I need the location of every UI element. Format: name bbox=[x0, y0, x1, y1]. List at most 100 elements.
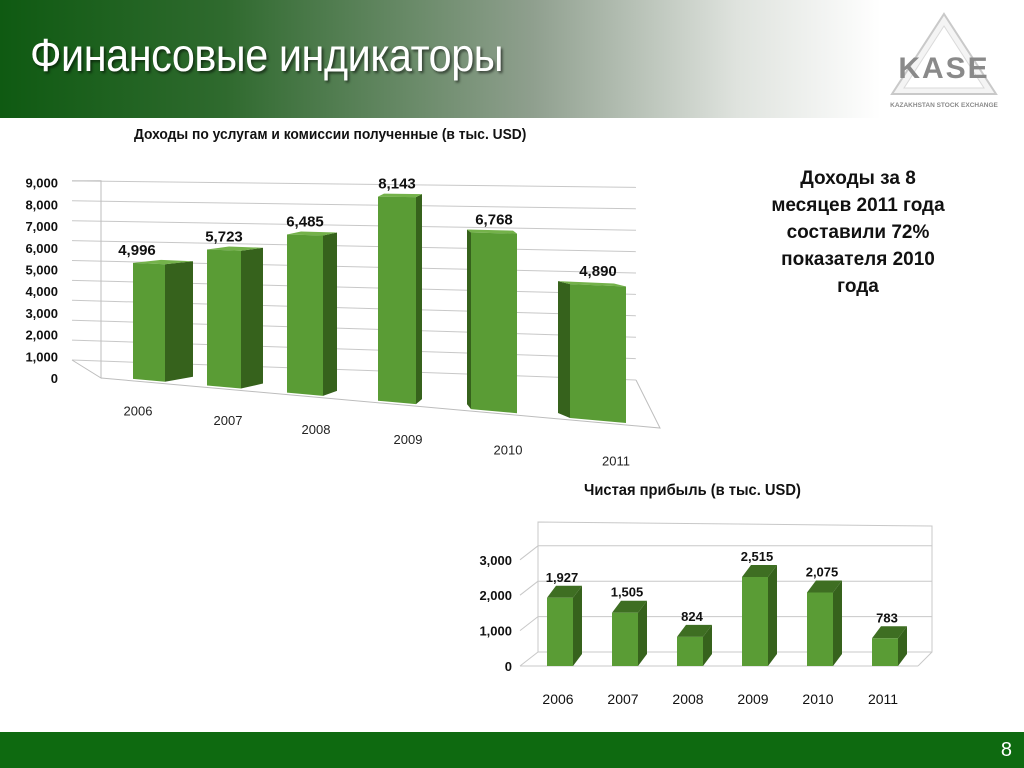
chart2-y-tick: 2,000 bbox=[479, 588, 512, 603]
chart1-gridline bbox=[71, 260, 637, 274]
header-banner bbox=[0, 0, 1024, 118]
chart2-bar-front bbox=[677, 636, 703, 666]
footer-bar: 8 bbox=[0, 732, 1024, 768]
chart1-gridline bbox=[71, 359, 637, 381]
chart1-gridline bbox=[71, 220, 637, 231]
chart1-y-tick: 0 bbox=[51, 371, 58, 386]
chart1-x-tick: 2011 bbox=[602, 454, 630, 469]
chart2-bar bbox=[807, 580, 842, 666]
chart1-y-tick: 6,000 bbox=[25, 241, 58, 256]
chart2-bar bbox=[677, 624, 712, 666]
chart2-bar bbox=[547, 585, 582, 666]
chart1-bar-top bbox=[378, 193, 422, 198]
chart2-bar-front bbox=[872, 638, 898, 666]
chart1-gridline bbox=[71, 180, 637, 188]
chart2-value-label: 2,515 bbox=[741, 549, 774, 564]
chart2-bar-top bbox=[677, 624, 712, 637]
page-number: 8 bbox=[1000, 739, 1012, 761]
chart1-y-tick: 1,000 bbox=[25, 349, 58, 364]
chart2-grid bbox=[519, 521, 933, 667]
chart1-y-tick: 3,000 bbox=[25, 306, 58, 321]
chart1-bar-top bbox=[287, 231, 337, 236]
chart1-bar-side bbox=[241, 247, 263, 389]
chart1-value-label: 6,768 bbox=[475, 211, 513, 228]
chart1-gridline bbox=[71, 339, 637, 360]
chart1-bar-side bbox=[165, 261, 193, 382]
chart2-value-label: 783 bbox=[876, 610, 898, 625]
chart1-x-tick: 2007 bbox=[214, 413, 243, 428]
chart2-bar-top bbox=[547, 585, 582, 598]
chart1-gridline bbox=[71, 319, 637, 338]
chart1-gridline bbox=[71, 279, 637, 295]
chart1-value-label: 5,723 bbox=[205, 229, 243, 246]
chart2-y-tick: 3,000 bbox=[479, 553, 512, 568]
chart2-bar-side bbox=[638, 600, 647, 666]
chart1-bar-side bbox=[467, 229, 471, 410]
chart2-x-tick: 2006 bbox=[542, 691, 573, 707]
chart2-bar-top bbox=[872, 626, 907, 639]
chart1-bar-top bbox=[558, 281, 626, 287]
chart2-x-tick: 2009 bbox=[737, 691, 768, 707]
chart1-bar-front bbox=[133, 262, 165, 382]
chart2-bar-front bbox=[807, 592, 833, 666]
chart1-x-tick: 2006 bbox=[124, 403, 153, 418]
chart1-bar bbox=[467, 229, 517, 414]
chart1-x-tick: 2010 bbox=[494, 442, 523, 457]
chart1-bar-front bbox=[570, 284, 626, 423]
income-note: Доходы за 8 месяцев 2011 года составили … bbox=[771, 168, 945, 297]
chart1-bar-front bbox=[287, 234, 323, 396]
chart2-bar-side bbox=[833, 580, 842, 666]
chart2-value-label: 1,505 bbox=[611, 585, 644, 600]
chart1-bar-front bbox=[378, 196, 416, 405]
chart1-bar-front bbox=[471, 232, 517, 414]
chart1-value-label: 4,890 bbox=[579, 263, 617, 280]
logo-subtext: KAZAKHSTAN STOCK EXCHANGE bbox=[890, 102, 998, 109]
chart2-bar-front bbox=[742, 576, 768, 666]
chart1-y-tick: 2,000 bbox=[25, 328, 58, 343]
chart1-value-label: 4,996 bbox=[118, 242, 156, 259]
chart1-bar-side bbox=[323, 232, 337, 396]
chart2-bar-side bbox=[768, 564, 777, 666]
chart2-bar bbox=[872, 626, 907, 666]
chart2-value-label: 1,927 bbox=[546, 570, 579, 585]
chart2-x-tick: 2011 bbox=[868, 691, 898, 707]
chart2-value-label: 2,075 bbox=[806, 565, 839, 580]
chart1-gridline bbox=[71, 200, 637, 210]
chart2-x-tick: 2007 bbox=[607, 691, 638, 707]
chart2-bar-side bbox=[703, 624, 712, 666]
chart2-bar-front bbox=[612, 612, 638, 666]
chart1-bar bbox=[133, 259, 193, 382]
chart2-x-tick: 2008 bbox=[672, 691, 703, 707]
chart1-gridline bbox=[71, 299, 637, 317]
chart1-bar bbox=[207, 246, 263, 389]
chart2-bar bbox=[742, 564, 777, 666]
chart2-bar-front bbox=[547, 597, 573, 666]
chart1-y-tick: 4,000 bbox=[25, 284, 58, 299]
chart1-bar-side bbox=[416, 194, 422, 405]
chart1-y-tick: 9,000 bbox=[25, 176, 58, 191]
chart2-y-tick: 1,000 bbox=[479, 624, 512, 639]
chart1-bar-front bbox=[207, 249, 241, 389]
chart2-title: Чистая прибыль (в тыс. USD) bbox=[584, 482, 801, 499]
chart1-gridline bbox=[71, 240, 637, 253]
chart1-y-tick: 7,000 bbox=[25, 219, 58, 234]
chart1-value-label: 6,485 bbox=[286, 213, 324, 230]
chart1-title: Доходы по услугам и комиссии полученные … bbox=[134, 126, 527, 143]
chart2-bar-side bbox=[898, 626, 907, 666]
chart1-bar-top bbox=[207, 246, 263, 251]
chart2-bar-top bbox=[807, 580, 842, 593]
chart1-x-tick: 2009 bbox=[394, 432, 423, 447]
page-title: Финансовые индикаторы bbox=[30, 29, 504, 81]
chart1-bar bbox=[287, 231, 337, 396]
chart2-y-tick: 0 bbox=[505, 659, 512, 674]
chart1-bar bbox=[558, 281, 626, 423]
logo-wordmark: KASE bbox=[898, 52, 989, 85]
chart2-x-tick: 2010 bbox=[802, 691, 833, 707]
chart1-grid bbox=[71, 180, 661, 429]
chart2-bar-top bbox=[612, 600, 647, 613]
chart2-bar-side bbox=[573, 585, 582, 666]
chart1-y-tick: 8,000 bbox=[25, 197, 58, 212]
chart1-y-tick: 5,000 bbox=[25, 263, 58, 278]
chart1-x-tick: 2008 bbox=[302, 422, 331, 437]
chart2-bar-top bbox=[742, 564, 777, 577]
